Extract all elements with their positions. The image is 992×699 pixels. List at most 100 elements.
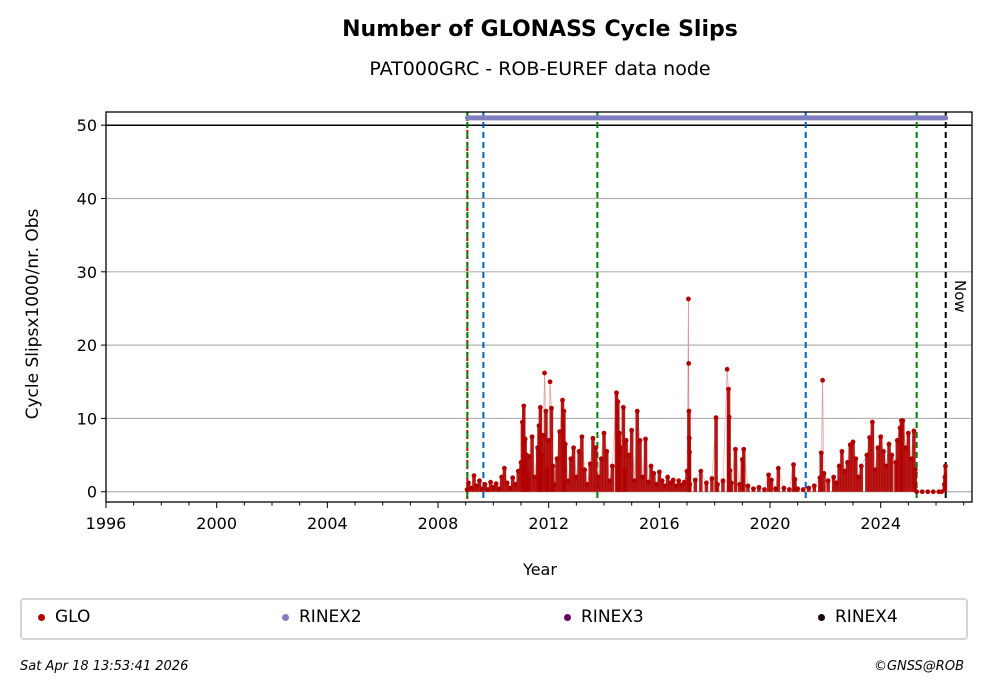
- data-point: [648, 463, 654, 469]
- data-point: [637, 438, 643, 443]
- data-point: [733, 446, 738, 452]
- data-point: [687, 482, 693, 487]
- data-point: [656, 469, 662, 475]
- data-point: [582, 467, 588, 473]
- x-tick-label: 1996: [86, 514, 127, 533]
- data-point: [878, 434, 884, 440]
- data-point: [727, 468, 733, 473]
- data-point: [775, 465, 781, 471]
- x-tick-label: 2020: [750, 514, 791, 533]
- glo-marker-icon: [38, 613, 45, 621]
- data-point: [724, 366, 730, 372]
- data-point: [850, 439, 856, 445]
- data-point: [858, 463, 864, 469]
- data-point: [543, 408, 549, 414]
- data-point: [651, 471, 657, 476]
- data-point: [831, 474, 837, 480]
- data-point: [806, 485, 812, 491]
- data-point: [542, 370, 547, 376]
- data-point: [715, 482, 720, 487]
- data-point: [609, 463, 615, 469]
- data-point: [623, 438, 629, 443]
- data-point: [792, 476, 798, 482]
- data-point: [889, 452, 895, 458]
- data-point: [562, 441, 568, 447]
- data-point: [620, 405, 626, 410]
- legend-label: RINEX3: [581, 607, 644, 627]
- data-point: [686, 296, 691, 302]
- now-label: Now: [951, 280, 969, 313]
- data-point: [629, 427, 635, 433]
- footer-timestamp: Sat Apr 18 13:53:41 2026: [20, 659, 189, 674]
- rinex3-marker-icon: [564, 613, 571, 621]
- chart-title: Number of GLONASS Cycle Slips: [342, 17, 738, 42]
- data-point: [800, 487, 806, 492]
- data-point: [521, 403, 527, 409]
- y-axis-label: Cycle Slipsx1000/nr. Obs: [23, 208, 43, 419]
- data-point: [493, 481, 499, 487]
- rinex4-marker-icon: [818, 613, 825, 621]
- data-point: [670, 477, 676, 483]
- x-tick-label: 2008: [418, 514, 459, 533]
- data-point: [728, 480, 734, 486]
- data-point: [549, 405, 554, 411]
- data-point: [579, 434, 585, 440]
- data-point: [919, 489, 925, 495]
- data-point: [615, 399, 621, 404]
- data-point: [471, 473, 477, 479]
- data-point: [821, 471, 827, 476]
- data-point: [665, 474, 671, 480]
- data-point: [510, 475, 516, 481]
- data-point: [766, 472, 772, 478]
- data-point: [751, 486, 756, 492]
- y-tick-label: 40: [77, 190, 97, 209]
- y-tick-label: 0: [87, 483, 97, 502]
- data-point: [762, 487, 767, 492]
- data-point: [839, 449, 845, 454]
- data-point: [925, 489, 931, 495]
- data-point: [811, 483, 817, 489]
- data-point: [741, 446, 747, 452]
- data-point: [869, 419, 875, 425]
- legend-label: GLO: [55, 607, 91, 627]
- data-point: [881, 449, 886, 454]
- data-point: [466, 480, 471, 486]
- data-point: [726, 414, 732, 420]
- data-point: [537, 405, 543, 410]
- data-point: [687, 449, 692, 455]
- legend: GLO RINEX2 RINEX3 RINEX4: [20, 598, 968, 640]
- data-point: [912, 467, 918, 473]
- y-tick-label: 10: [77, 409, 97, 428]
- data-point: [590, 435, 596, 441]
- x-tick-label: 2016: [639, 514, 680, 533]
- y-tick-label: 30: [77, 263, 97, 282]
- data-point: [886, 441, 892, 447]
- data-point: [818, 450, 824, 456]
- data-point: [482, 482, 488, 487]
- data-point: [488, 479, 493, 485]
- data-point: [703, 480, 709, 486]
- x-tick-label: 2000: [196, 514, 237, 533]
- data-point: [550, 463, 556, 469]
- data-point: [616, 430, 622, 436]
- data-point: [659, 478, 665, 484]
- data-point: [943, 463, 948, 469]
- x-tick-label: 2024: [860, 514, 901, 533]
- data-point: [502, 465, 507, 471]
- data-point: [601, 430, 607, 436]
- data-point: [643, 436, 648, 442]
- footer-credit: ©GNSS@ROB: [873, 659, 964, 674]
- x-tick-label: 2012: [528, 514, 569, 533]
- data-point: [781, 485, 787, 491]
- x-axis-label: Year: [522, 560, 557, 579]
- data-point: [853, 456, 859, 462]
- data-point: [905, 430, 911, 436]
- data-point: [900, 418, 906, 424]
- legend-item-rinex2: RINEX2: [282, 607, 362, 627]
- data-point: [745, 483, 751, 489]
- legend-item-glo: GLO: [38, 607, 90, 627]
- legend-item-rinex3: RINEX3: [564, 607, 644, 627]
- data-point: [614, 390, 619, 396]
- data-point: [911, 428, 917, 434]
